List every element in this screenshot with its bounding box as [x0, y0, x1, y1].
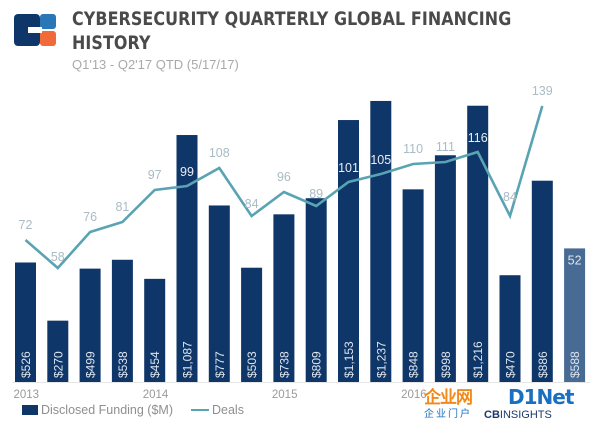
deal-count-label: 108 — [209, 146, 230, 160]
cb-insights-logo — [14, 14, 56, 46]
deal-count-label: 89 — [309, 187, 323, 201]
logo-notch — [28, 27, 42, 33]
bar-Q1'15 — [273, 214, 295, 382]
bar-value-label: $1,216 — [471, 341, 485, 378]
watermark-tagline: 企业门户 — [424, 409, 472, 420]
deal-count-label: 116 — [468, 131, 488, 145]
watermark-cbinsights: CBINSIGHTS — [484, 409, 552, 421]
x-tick-label: 2015 — [272, 389, 298, 401]
watermark-dinet: D1Net — [508, 385, 574, 409]
bar-Q4'15 — [370, 100, 392, 382]
bar-value-label: $809 — [310, 351, 324, 378]
bar-Q1'17 — [531, 180, 553, 382]
deal-count-label: 99 — [180, 165, 194, 179]
deal-count-label: 111 — [436, 140, 455, 154]
watermark-insights: INSIGHTS — [499, 409, 552, 421]
chart-subtitle: Q1'13 - Q2'17 QTD (5/17/17) — [72, 57, 239, 72]
bar-series: $526 $270 $499 $538 $454 $1,087 $777 $503 $738 $8… — [15, 100, 586, 383]
title-line-2: HISTORY — [72, 33, 151, 54]
legend-swatch-deals — [191, 409, 209, 411]
deal-count-label: 72 — [19, 218, 33, 232]
x-axis: 2013 2014 2015 2016 — [12, 382, 590, 401]
bar-value-label: $1,237 — [374, 341, 388, 378]
bar-Q3'16 — [467, 105, 489, 383]
bar-Q4'14 — [241, 267, 263, 382]
bar-Q2'15 — [305, 198, 327, 382]
bar-value-label: $526 — [19, 351, 33, 378]
bar-value-label: $848 — [407, 351, 421, 378]
bar-value-label: $499 — [84, 351, 98, 378]
x-tick-label: 2014 — [143, 389, 169, 401]
watermark-cb: CB — [484, 409, 500, 421]
logo-orange-block — [40, 31, 56, 46]
deal-count-label: 76 — [83, 210, 97, 224]
deal-count-label: 52 — [568, 253, 582, 267]
bar-Q1'14 — [144, 278, 166, 382]
bar-Q1'16 — [402, 189, 424, 382]
bar-Q4'16 — [499, 275, 521, 382]
bar-value-label: $270 — [51, 351, 65, 378]
legend: Disclosed Funding ($M) Deals — [22, 403, 244, 417]
deal-count-label: 84 — [245, 197, 259, 211]
x-tick-label: 2013 — [14, 389, 40, 401]
bar-Q2'13 — [47, 320, 69, 382]
line-series: 72 58 76 81 97 99 108 84 96 89 101 105 110 111 116 84 13… — [19, 84, 582, 270]
deal-count-label: 96 — [277, 170, 291, 184]
bar-value-label: $1,153 — [342, 341, 356, 378]
deal-count-label: 101 — [338, 161, 359, 175]
bar-value-label: $470 — [504, 351, 518, 378]
bar-value-label: $998 — [439, 351, 453, 378]
deal-count-label: 105 — [370, 153, 391, 167]
title-line-1: CYBERSECURITY QUARTERLY GLOBAL FINANCING — [72, 9, 512, 30]
bar-value-label: $538 — [116, 351, 130, 378]
deal-count-label: 84 — [503, 190, 517, 204]
deal-count-label: 139 — [532, 84, 553, 98]
bar-Q2'14 — [176, 135, 198, 382]
bar-Q3'14 — [208, 205, 230, 382]
bar-value-label: $886 — [536, 351, 550, 378]
deal-count-label: 81 — [115, 200, 129, 214]
bar-value-label: $454 — [148, 351, 162, 378]
bar-Q4'13 — [111, 259, 133, 382]
bar-value-label: $777 — [213, 351, 227, 378]
bar-value-label: $1,087 — [181, 341, 195, 378]
legend-label-funding: Disclosed Funding ($M) — [41, 403, 173, 417]
bar-value-label: $588 — [568, 351, 582, 378]
legend-swatch-funding — [22, 405, 38, 415]
deals-line — [24, 105, 544, 270]
bar-value-label: $503 — [245, 351, 259, 378]
logo-navy-block — [14, 14, 40, 46]
watermark-cn-brand: 企业网 — [424, 388, 473, 408]
deal-count-label: 110 — [403, 142, 423, 156]
deal-count-label: 97 — [148, 168, 162, 182]
bar-Q3'13 — [79, 268, 101, 382]
legend-label-deals: Deals — [212, 403, 244, 417]
deal-count-label: 58 — [51, 250, 65, 264]
watermark: 企业网 D1Net 企业门户 CBINSIGHTS — [424, 386, 600, 434]
x-tick-label: 2016 — [401, 389, 427, 401]
logo-blue-block — [40, 14, 56, 29]
chart-title: CYBERSECURITY QUARTERLY GLOBAL FINANCING… — [72, 8, 519, 56]
bar-value-label: $738 — [277, 351, 291, 378]
bar-Q2'17 — [564, 248, 586, 382]
bar-Q2'16 — [434, 155, 456, 382]
bar-Q1'13 — [15, 262, 36, 382]
